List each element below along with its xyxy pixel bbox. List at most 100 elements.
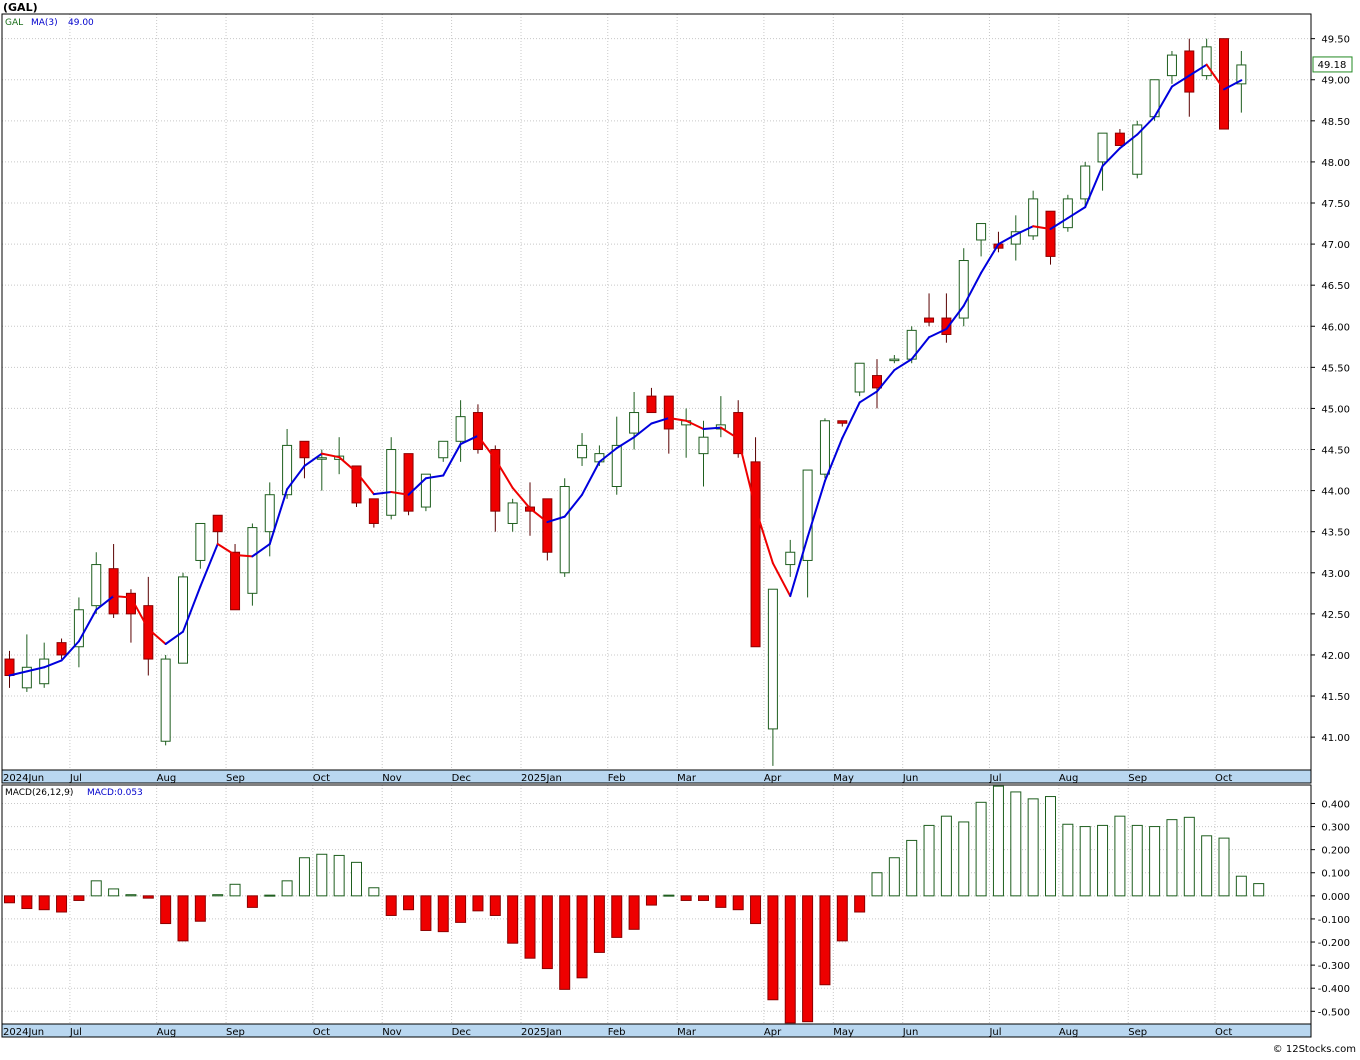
macd-bar (906, 839, 918, 897)
macd-bar (611, 895, 623, 938)
legend-ma-label: MA(3) (31, 18, 58, 28)
candle-body (438, 440, 449, 459)
macd-bar (403, 895, 415, 911)
macd-date-axis-label: Nov (382, 1027, 402, 1038)
macd-bar (1166, 819, 1178, 897)
macd-bar (333, 854, 345, 897)
macd-bar (1201, 835, 1213, 897)
macd-bar (73, 895, 85, 901)
macd-bar (246, 895, 258, 908)
price-axis-label: 42.50 (1321, 610, 1350, 621)
price-date-axis-label: Nov (382, 773, 402, 784)
price-axis-label: 42.00 (1321, 651, 1350, 662)
macd-bar (871, 872, 883, 897)
ma-segment (563, 493, 584, 518)
macd-date-axis-label: Oct (1215, 1027, 1232, 1038)
ma-segment (95, 595, 115, 611)
price-axis-label: 48.50 (1321, 117, 1350, 128)
macd-bar (212, 894, 224, 897)
ma-segment (303, 452, 323, 467)
macd-bar (4, 895, 15, 904)
macd-bar (802, 895, 814, 1023)
macd-bar (750, 895, 762, 925)
candle-body (4, 658, 15, 677)
grid-lines (2, 14, 1315, 1024)
candle-body (386, 449, 397, 516)
candle-body (21, 666, 32, 689)
candle-body (455, 416, 466, 442)
macd-bar (56, 895, 68, 913)
macd-date-axis-label: May (833, 1027, 854, 1038)
candle-body (767, 588, 778, 730)
ma-segment (372, 490, 393, 496)
candle-body (230, 551, 241, 611)
ma-segment (1136, 115, 1156, 136)
macd-bar (507, 895, 519, 944)
price-axis-label: 47.00 (1321, 240, 1350, 251)
macd-bars (4, 785, 1265, 1024)
macd-bar (576, 895, 588, 979)
price-date-axis-label: Sep (226, 773, 245, 784)
ma-segment (1032, 225, 1052, 231)
price-axis-label: 49.00 (1321, 76, 1350, 87)
macd-bar (21, 895, 33, 910)
macd-bar (108, 888, 120, 897)
macd-bar (975, 801, 987, 897)
ma-segment (459, 434, 479, 446)
ma-segment (182, 585, 202, 633)
price-axis-label: 41.00 (1321, 733, 1350, 744)
macd-bar (593, 895, 605, 953)
candle-body (854, 362, 865, 393)
ma-line (8, 63, 1243, 677)
candle-body (750, 461, 761, 648)
ma-segment (390, 490, 410, 496)
candle-body (889, 358, 900, 362)
ma-segment (407, 477, 427, 496)
price-axis-label: 43.00 (1321, 569, 1350, 580)
legend-symbol: GAL (5, 18, 23, 28)
ma-segment (789, 536, 809, 598)
ma-segment (1153, 85, 1173, 118)
macd-bar (663, 894, 675, 897)
price-date-axis-label: 2025Jan (521, 773, 562, 784)
candle-body (160, 658, 171, 742)
macd-bar (715, 895, 727, 908)
macd-bar (732, 895, 744, 911)
macd-bar (1027, 798, 1039, 897)
ma-segment (8, 670, 28, 677)
ma-segment (754, 507, 774, 565)
price-axis-label: 45.00 (1321, 404, 1350, 415)
candle-body (698, 436, 709, 455)
price-axis-label: 49.50 (1321, 35, 1350, 46)
macd-bar (1079, 826, 1091, 897)
price-date-axis-label: Jul (69, 773, 82, 784)
ma-segment (1066, 206, 1087, 220)
candle-body (924, 317, 935, 323)
candle-body (282, 444, 293, 496)
macd-axis-label: -0.400 (1318, 984, 1350, 995)
candle-body (472, 412, 483, 451)
macd-date-axis-label: Feb (608, 1027, 626, 1038)
ma-segment (1014, 225, 1035, 236)
chart-title: (GAL) (3, 1, 38, 14)
macd-bar (368, 887, 380, 897)
candle-body (819, 420, 830, 475)
candle-body (577, 444, 588, 459)
ma-segment (876, 369, 896, 393)
macd-axis-label: -0.200 (1318, 938, 1350, 949)
candle-body (178, 576, 188, 664)
candle-body (1097, 132, 1108, 163)
candle-body (733, 412, 744, 455)
ma-segment (598, 447, 618, 463)
price-axis-label: 47.50 (1321, 199, 1350, 210)
price-axis-label: 45.50 (1321, 363, 1350, 374)
macd-axis-label: 0.400 (1321, 799, 1350, 810)
candle-body (1236, 64, 1247, 85)
candle-body (212, 514, 223, 533)
macd-bar (1131, 824, 1143, 897)
candle-body (299, 440, 310, 459)
candle-body (195, 522, 206, 561)
price-axis-label: 46.50 (1321, 281, 1350, 292)
candle-body (108, 568, 119, 615)
